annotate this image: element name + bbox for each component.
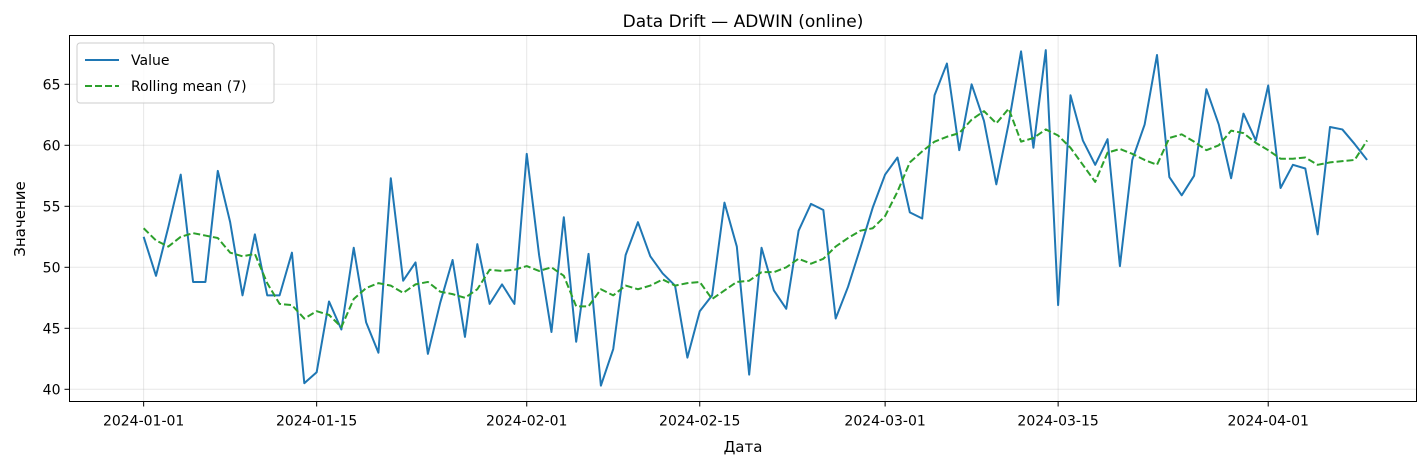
legend-label-rolling-mean: Rolling mean (7) bbox=[131, 79, 247, 95]
y-tick-label: 50 bbox=[43, 260, 61, 276]
legend: Value Rolling mean (7) bbox=[76, 42, 275, 104]
x-tick-label: 2024-03-15 bbox=[1017, 414, 1098, 430]
series-line-value bbox=[142, 49, 1368, 387]
x-axis: 2024-01-01 2024-01-15 2024-02-01 2024-02-15… bbox=[103, 401, 1309, 430]
legend-box bbox=[76, 42, 275, 104]
x-tick-label: 2024-01-01 bbox=[103, 414, 184, 430]
x-tick-label: 2024-02-01 bbox=[486, 414, 567, 430]
y-axis-label: Значение bbox=[11, 181, 29, 257]
legend-label-value: Value bbox=[131, 53, 169, 69]
y-axis: 40 45 50 55 60 65 bbox=[43, 77, 70, 398]
series-layer bbox=[142, 49, 1368, 387]
chart-title: Data Drift — ADWIN (online) bbox=[623, 12, 864, 32]
x-tick-label: 2024-04-01 bbox=[1228, 414, 1309, 430]
plot-frame bbox=[69, 35, 1417, 402]
y-tick-label: 55 bbox=[43, 199, 61, 215]
grid bbox=[69, 35, 1417, 402]
series-line-rolling-mean bbox=[142, 107, 1368, 329]
x-axis-label: Дата bbox=[724, 438, 763, 456]
x-tick-label: 2024-01-15 bbox=[276, 414, 357, 430]
y-tick-label: 60 bbox=[43, 138, 61, 154]
x-tick-label: 2024-02-15 bbox=[659, 414, 740, 430]
y-tick-label: 45 bbox=[43, 321, 61, 337]
y-tick-label: 40 bbox=[43, 382, 61, 398]
x-tick-label: 2024-03-01 bbox=[844, 414, 925, 430]
y-tick-label: 65 bbox=[43, 77, 61, 93]
